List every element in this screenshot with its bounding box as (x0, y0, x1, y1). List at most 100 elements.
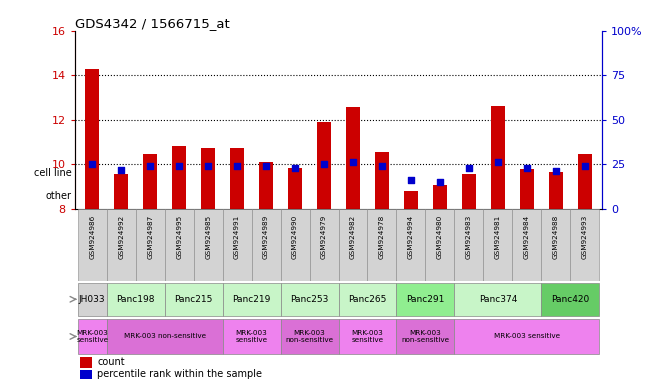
Text: Panc420: Panc420 (551, 295, 589, 304)
Bar (281, 209, 309, 281)
Point (493, 159, 503, 166)
Bar (172, 146, 186, 209)
Text: GSM924986: GSM924986 (89, 215, 95, 259)
Text: GSM924979: GSM924979 (321, 215, 327, 259)
Text: GSM924989: GSM924989 (263, 215, 269, 259)
Text: MRK-003
non-sensitive: MRK-003 non-sensitive (402, 330, 449, 343)
Text: GSM924978: GSM924978 (379, 215, 385, 259)
Bar (577, 154, 592, 209)
Point (319, 161, 329, 167)
Text: Panc253: Panc253 (290, 295, 329, 304)
Bar (462, 174, 476, 209)
Text: GSM924993: GSM924993 (582, 215, 588, 259)
Bar (454, 209, 484, 281)
Text: Panc374: Panc374 (478, 295, 517, 304)
Bar (77, 319, 107, 354)
Bar (230, 147, 244, 209)
Point (435, 179, 445, 185)
Text: GSM924994: GSM924994 (408, 215, 414, 259)
Bar (288, 167, 302, 209)
Bar (317, 122, 331, 209)
Bar (339, 209, 368, 281)
Bar (542, 209, 570, 281)
Bar (107, 319, 223, 354)
Bar (426, 209, 454, 281)
Point (87, 161, 98, 167)
Bar (107, 283, 165, 316)
Text: Panc265: Panc265 (348, 295, 387, 304)
Bar (433, 185, 447, 209)
Text: MRK-003
sensitive: MRK-003 sensitive (236, 330, 268, 343)
Text: GSM924984: GSM924984 (524, 215, 530, 259)
Bar (223, 319, 281, 354)
Bar (77, 283, 107, 316)
Text: GSM924987: GSM924987 (147, 215, 153, 259)
Bar (114, 174, 128, 209)
Bar (491, 106, 505, 209)
Bar (135, 209, 165, 281)
Point (377, 163, 387, 169)
Text: GSM924981: GSM924981 (495, 215, 501, 259)
Text: GSM924991: GSM924991 (234, 215, 240, 259)
Text: GSM924985: GSM924985 (205, 215, 211, 259)
Point (521, 165, 532, 171)
Bar (396, 209, 426, 281)
Point (261, 163, 271, 169)
Text: Panc215: Panc215 (174, 295, 213, 304)
Text: MRK-003 non-sensitive: MRK-003 non-sensitive (124, 333, 206, 339)
Text: cell line: cell line (34, 168, 72, 178)
Point (348, 159, 358, 166)
Text: GSM924980: GSM924980 (437, 215, 443, 259)
Bar (519, 169, 534, 209)
Bar (85, 68, 100, 209)
Bar (309, 209, 339, 281)
Bar (143, 154, 158, 209)
Text: percentile rank within the sample: percentile rank within the sample (97, 369, 262, 379)
Bar (281, 319, 339, 354)
Text: MRK-003 sensitive: MRK-003 sensitive (493, 333, 560, 339)
Bar (542, 283, 600, 316)
Point (551, 168, 561, 174)
Text: GSM924982: GSM924982 (350, 215, 356, 259)
Bar (404, 191, 418, 209)
Text: other: other (46, 191, 72, 201)
Text: GSM924990: GSM924990 (292, 215, 298, 259)
Bar (201, 147, 215, 209)
Bar (570, 209, 600, 281)
Bar (346, 108, 360, 209)
Bar (368, 209, 396, 281)
Text: GSM924988: GSM924988 (553, 215, 559, 259)
Bar (549, 172, 563, 209)
Text: MRK-003
sensitive: MRK-003 sensitive (76, 330, 108, 343)
Text: JH033: JH033 (79, 295, 105, 304)
Bar (281, 283, 339, 316)
Text: MRK-003
non-sensitive: MRK-003 non-sensitive (286, 330, 333, 343)
Text: GSM924992: GSM924992 (118, 215, 124, 259)
Bar (339, 283, 396, 316)
Text: Panc219: Panc219 (232, 295, 271, 304)
Bar (107, 209, 135, 281)
Bar (193, 209, 223, 281)
Text: GSM924983: GSM924983 (466, 215, 472, 259)
Point (145, 163, 156, 169)
Point (116, 166, 126, 172)
Text: Panc198: Panc198 (117, 295, 155, 304)
Bar (80, 358, 92, 367)
Bar (454, 283, 542, 316)
Bar (165, 283, 223, 316)
Bar (454, 319, 600, 354)
Point (406, 177, 416, 183)
Text: count: count (97, 358, 124, 367)
Point (579, 163, 590, 169)
Bar (375, 152, 389, 209)
Bar (259, 162, 273, 209)
Point (290, 165, 300, 171)
Point (174, 163, 184, 169)
Text: GDS4342 / 1566715_at: GDS4342 / 1566715_at (75, 17, 230, 30)
Bar (165, 209, 193, 281)
Text: Panc291: Panc291 (406, 295, 445, 304)
Bar (339, 319, 396, 354)
Point (203, 163, 214, 169)
Bar (77, 209, 107, 281)
Text: GSM924995: GSM924995 (176, 215, 182, 259)
